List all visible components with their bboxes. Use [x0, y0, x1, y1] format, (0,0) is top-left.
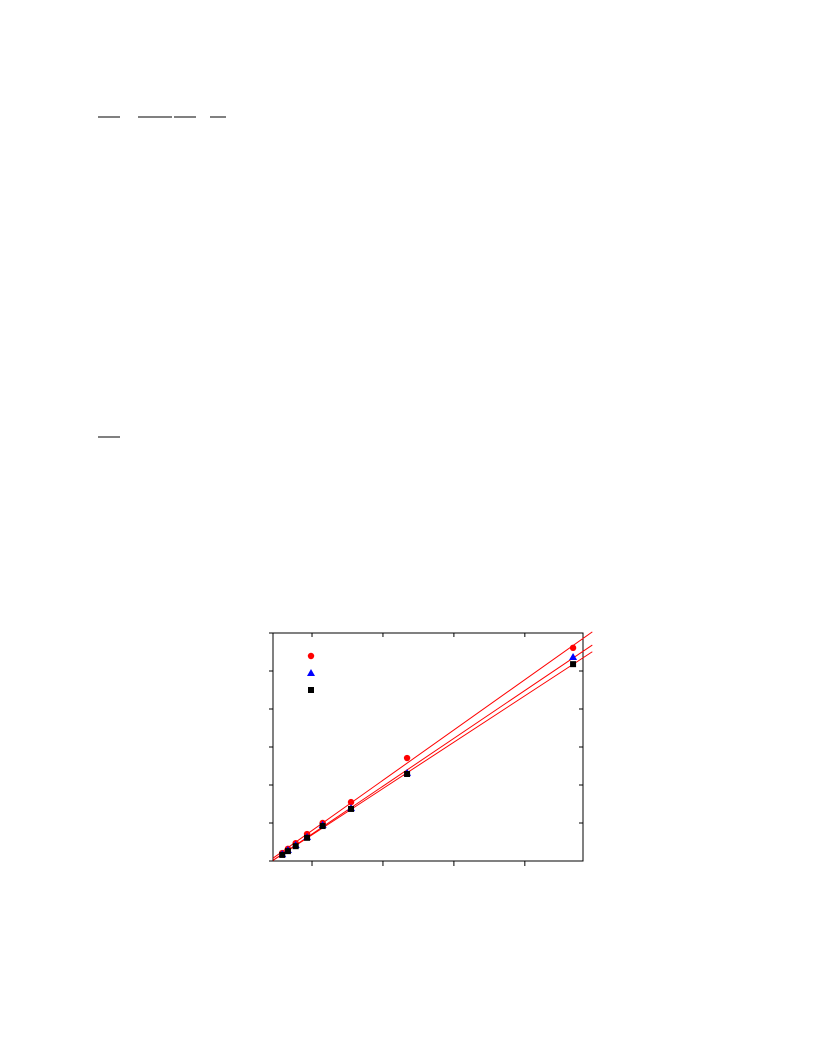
point: [279, 851, 286, 858]
point: [570, 661, 577, 668]
point: [403, 754, 411, 762]
point: [292, 843, 299, 850]
fit-line: [272, 644, 593, 861]
legend-marker: [307, 669, 315, 676]
point: [319, 823, 326, 830]
point: [569, 652, 578, 660]
point: [347, 798, 355, 806]
legend-marker: [307, 652, 315, 660]
point: [284, 848, 291, 855]
point: [304, 834, 311, 841]
fit-line: [272, 631, 593, 859]
legend-marker: [308, 687, 314, 693]
point: [404, 770, 411, 777]
point: [569, 644, 577, 652]
point: [348, 805, 355, 812]
fit-line: [272, 651, 593, 861]
